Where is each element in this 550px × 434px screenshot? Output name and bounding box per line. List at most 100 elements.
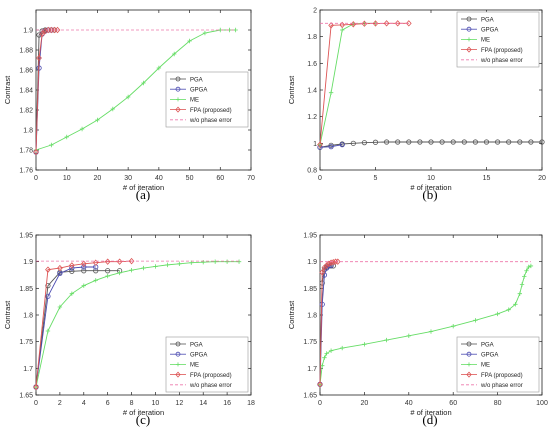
data-point (394, 20, 401, 27)
x-axis-label: # of iteration (410, 183, 451, 192)
x-tick-label: 8 (130, 400, 134, 407)
data-point (495, 311, 500, 317)
y-tick-label: 1.85 (303, 286, 317, 293)
y-tick-label: 1.65 (303, 393, 317, 400)
data-point (45, 293, 51, 299)
data-point (92, 259, 99, 266)
data-point (129, 268, 134, 273)
legend-marker (466, 46, 472, 53)
x-axis-label: # of iteration (410, 408, 451, 417)
x-tick-label: 0 (34, 175, 38, 182)
legend-marker (175, 106, 181, 113)
y-tick-label: 1.88 (19, 48, 33, 55)
data-point (54, 26, 61, 34)
data-point (45, 283, 51, 289)
data-point (328, 22, 334, 29)
data-point (125, 94, 131, 100)
data-point (212, 259, 218, 264)
subplot-caption: (b) (422, 187, 437, 202)
y-axis-label: Contrast (3, 300, 12, 329)
x-tick-label: 40 (155, 175, 163, 182)
x-tick-label: 20 (538, 175, 546, 182)
y-tick-label: 1.8 (307, 313, 317, 320)
data-point (328, 348, 334, 353)
legend-marker (176, 362, 180, 367)
legend: PGA GPGA ME FPA (proposed) w/o phase error (456, 336, 540, 393)
x-tick-label: 60 (216, 175, 224, 182)
legend-marker (175, 371, 181, 378)
x-tick-label: 10 (63, 175, 71, 182)
y-tick-label: 1.86 (19, 68, 33, 75)
legend-label: GPGA (190, 353, 207, 359)
data-point (319, 269, 326, 276)
y-tick-label: 1.2 (307, 114, 317, 121)
data-point (326, 260, 332, 268)
data-point (339, 142, 345, 148)
data-point (472, 139, 478, 145)
data-point (372, 139, 379, 145)
data-point (361, 140, 367, 146)
data-point (141, 80, 146, 86)
data-point (339, 21, 346, 29)
data-point (45, 328, 51, 334)
data-point (39, 28, 45, 34)
x-tick-label: 6 (106, 400, 110, 407)
data-point (236, 259, 242, 264)
data-point (362, 342, 367, 347)
legend: PGA GPGA ME FPA (proposed) w/o phase error (165, 336, 249, 393)
legend-marker (466, 341, 472, 347)
x-tick-label: 10 (152, 400, 160, 407)
data-point (372, 20, 379, 27)
data-point (81, 268, 87, 274)
y-tick-label: 1.95 (303, 233, 317, 240)
data-point (405, 20, 412, 27)
data-point (350, 140, 356, 146)
legend-label: w/o phase error (189, 383, 232, 389)
y-tick-label: 0.8 (307, 168, 317, 175)
data-point (517, 291, 522, 296)
legend-label: w/o phase error (480, 58, 523, 64)
data-point (384, 337, 389, 343)
y-tick-label: 2 (313, 8, 317, 15)
subplot-caption: (d) (422, 412, 437, 427)
legend-marker (175, 341, 181, 347)
legend-marker (467, 37, 471, 42)
x-axis-label: # of iteration (123, 408, 164, 417)
x-tick-label: 14 (199, 400, 207, 407)
data-point (224, 259, 230, 264)
data-point (177, 261, 182, 266)
legend-marker (466, 16, 472, 22)
legend-label: FPA (proposed) (190, 373, 232, 379)
x-tick-label: 60 (449, 400, 457, 407)
x-tick-label: 50 (186, 175, 194, 182)
data-point (517, 139, 523, 145)
data-point (153, 264, 158, 269)
data-point (33, 383, 39, 391)
y-tick-label: 1.9 (307, 259, 317, 266)
data-point (69, 268, 75, 274)
data-point (451, 324, 456, 329)
data-point (233, 27, 238, 33)
series-fpa-proposed (317, 20, 412, 148)
data-point (406, 333, 411, 338)
series-fpa-proposed (33, 257, 135, 391)
data-point (406, 139, 412, 145)
y-axis-label: Contrast (287, 75, 296, 104)
data-point (81, 264, 87, 270)
y-tick-label: 1.7 (307, 366, 317, 373)
data-point (322, 355, 327, 360)
data-point (80, 260, 87, 268)
series-line (319, 141, 542, 148)
data-point (49, 142, 54, 148)
legend-label: PGA (481, 342, 494, 348)
y-tick-label: 1.65 (19, 393, 33, 400)
y-tick-label: 1.75 (19, 339, 33, 346)
y-tick-label: 1.8 (307, 34, 317, 41)
y-tick-label: 1.9 (23, 28, 33, 35)
y-tick-label: 1.4 (307, 88, 317, 95)
data-point (319, 301, 325, 307)
data-point (317, 141, 323, 148)
data-point (513, 302, 518, 307)
x-tick-label: 80 (494, 400, 502, 407)
series-line (35, 260, 132, 388)
